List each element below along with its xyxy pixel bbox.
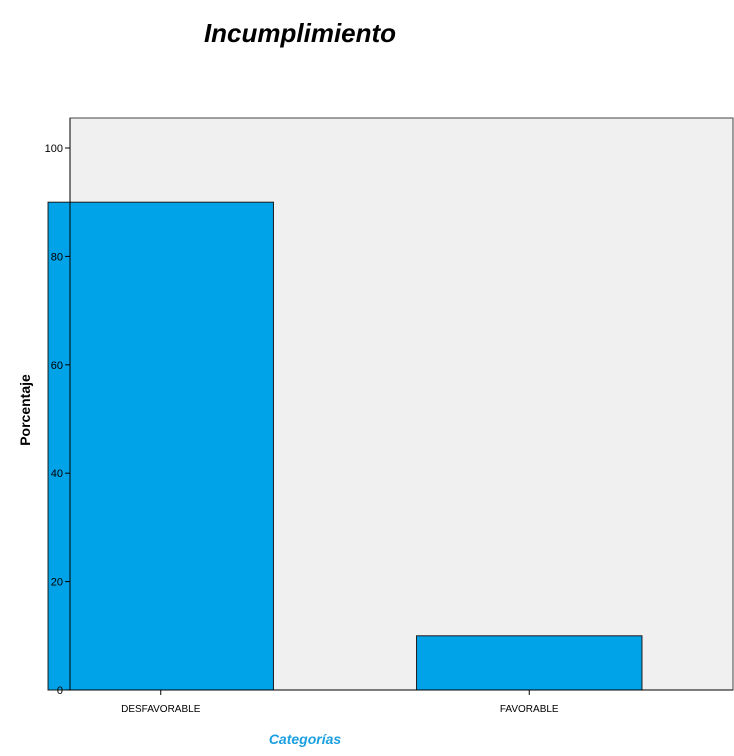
y-tick-label: 20: [51, 577, 63, 589]
bar-desfavorable: [47, 201, 274, 691]
y-tick-label: 80: [51, 251, 63, 263]
bar-favorable: [416, 635, 643, 691]
y-tick-label: 40: [51, 468, 63, 480]
chart-title: Incumplimiento: [204, 18, 396, 48]
y-tick-label: 100: [45, 143, 63, 155]
y-tick-label: 60: [51, 360, 63, 372]
x-axis-label: Categorías: [269, 731, 342, 747]
y-axis-label: Porcentaje: [17, 374, 33, 446]
x-tick-label: FAVORABLE: [500, 704, 559, 715]
x-tick-label: DESFAVORABLE: [121, 704, 201, 715]
y-tick-label: 0: [57, 685, 63, 697]
